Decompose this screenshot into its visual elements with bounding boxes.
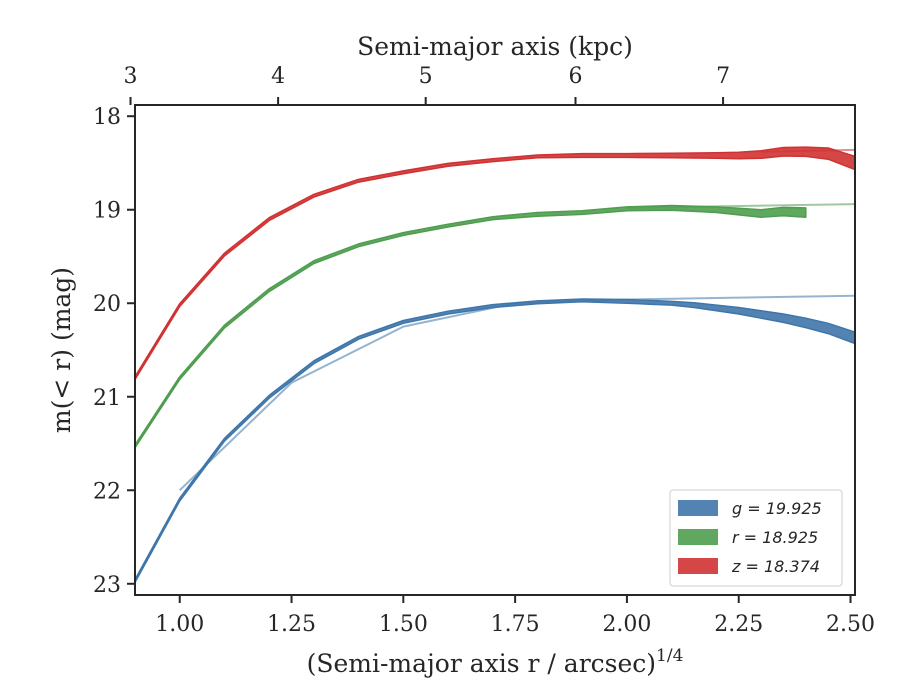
legend-swatch-z <box>678 558 718 574</box>
x-tick-label: 2.25 <box>714 612 763 637</box>
top-tick-label: 6 <box>568 64 582 89</box>
plot-area <box>135 146 855 584</box>
series-r-band <box>135 204 807 449</box>
y-tick-label: 21 <box>93 386 121 411</box>
x-tick-label: 2.50 <box>826 612 875 637</box>
legend: g = 19.925 r = 18.925 z = 18.374 <box>669 489 843 587</box>
series-z-band <box>135 146 855 381</box>
legend-items: g = 19.925 r = 18.925 z = 18.374 <box>678 499 822 576</box>
legend-label-r: r = 18.925 <box>732 528 818 547</box>
x-axis-title: (Semi-major axis r / arcsec)1/4 <box>307 646 684 678</box>
top-axis-title: Semi-major axis (kpc) <box>357 32 633 61</box>
y-tick-label: 22 <box>93 479 121 504</box>
top-tick-label: 4 <box>271 64 285 89</box>
y-tick-label: 20 <box>93 292 121 317</box>
legend-swatch-r <box>678 529 718 545</box>
x-axis-title-superscript: 1/4 <box>656 646 683 666</box>
x-tick-label: 2.00 <box>602 612 651 637</box>
y-axis-title: m(< r) (mag) <box>47 267 76 433</box>
top-tick-label: 3 <box>124 64 138 89</box>
legend-swatch-g <box>678 500 718 516</box>
y-tick-label: 19 <box>93 199 121 224</box>
series-g-band <box>135 298 855 584</box>
x-tick-label: 1.75 <box>491 612 540 637</box>
x-tick-label: 1.50 <box>379 612 428 637</box>
top-tick-label: 5 <box>419 64 433 89</box>
plot-frame <box>134 104 856 596</box>
legend-label-g: g = 19.925 <box>732 499 822 518</box>
legend-label-z: z = 18.374 <box>731 557 820 576</box>
top-tick-label: 7 <box>716 64 730 89</box>
y-tick-label: 23 <box>93 573 121 598</box>
series-g-model-line <box>179 294 855 491</box>
x-tick-label: 1.25 <box>267 612 316 637</box>
y-tick-label: 18 <box>93 105 121 130</box>
x-tick-label: 1.00 <box>155 612 204 637</box>
axes: 1.00 1.25 1.50 1.75 2.00 2.25 2.50 18 19 20 21 22 23… <box>93 64 875 637</box>
x-axis-title-main: (Semi-major axis r / arcsec) <box>307 649 656 678</box>
